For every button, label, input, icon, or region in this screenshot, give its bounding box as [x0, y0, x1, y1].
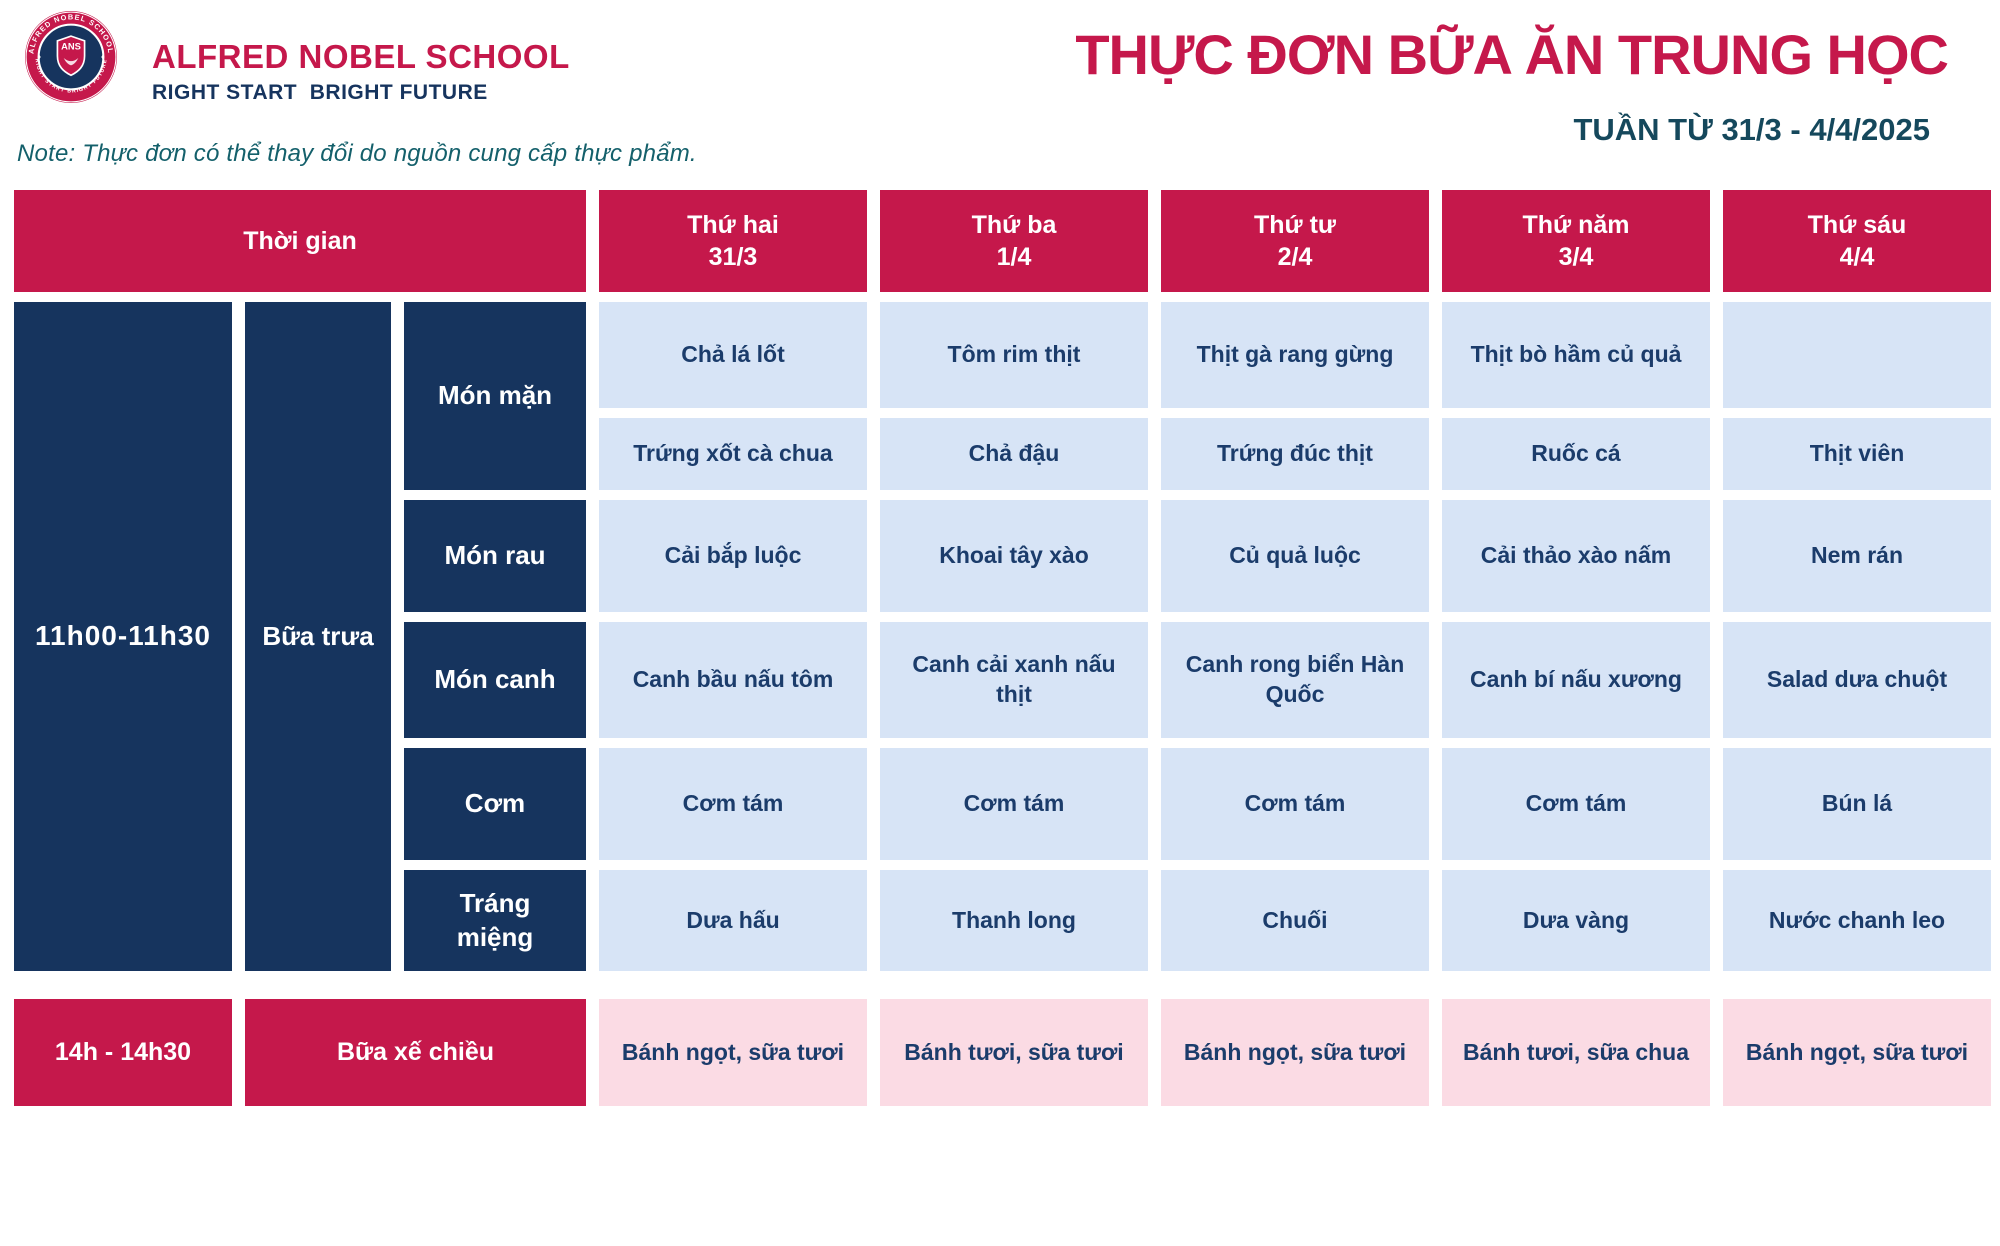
lunch-meal-label: Bữa trưa [245, 302, 391, 971]
menu-cell: Nem rán [1723, 500, 1991, 612]
menu-cell: Cải thảo xào nấm [1442, 500, 1710, 612]
day-label: Thứ tư [1253, 210, 1337, 239]
menu-cell: Bánh ngọt, sữa tươi [599, 999, 867, 1106]
note-text: Note: Thực đơn có thể thay đổi do nguồn … [17, 140, 697, 167]
page-title: THỰC ĐƠN BỮA ĂN TRUNG HỌC [1075, 23, 1949, 86]
day-date: 4/4 [1839, 243, 1875, 271]
day-label: Thứ sáu [1807, 210, 1907, 239]
menu-cell: Canh cải xanh nấu thịt [880, 622, 1148, 738]
category-mon-man: Món mặn [404, 302, 586, 490]
menu-cell: Cơm tám [1161, 748, 1429, 860]
menu-cell: Bánh tươi, sữa chua [1442, 999, 1710, 1106]
day-label: Thứ ba [971, 210, 1057, 239]
menu-cell: Dưa hấu [599, 870, 867, 971]
school-logo-icon: ALFRED NOBEL SCHOOL RIGHT START BRIGHT F… [25, 11, 117, 103]
menu-cell: Cơm tám [880, 748, 1148, 860]
menu-cell: Tôm rim thịt [880, 302, 1148, 408]
school-slogan: RIGHT START BRIGHT FUTURE [152, 81, 488, 104]
menu-cell: Canh bầu nấu tôm [599, 622, 867, 738]
day-label: Thứ năm [1522, 210, 1630, 239]
day-date: 2/4 [1277, 243, 1313, 271]
day-date: 31/3 [708, 243, 758, 271]
header-time: Thời gian [14, 190, 586, 292]
menu-cell: Nước chanh leo [1723, 870, 1991, 971]
menu-cell: Trứng đúc thịt [1161, 418, 1429, 490]
menu-cell: Cơm tám [599, 748, 867, 860]
menu-cell: Ruốc cá [1442, 418, 1710, 490]
menu-cell: Thanh long [880, 870, 1148, 971]
menu-cell: Chả lá lốt [599, 302, 867, 408]
menu-cell: Canh bí nấu xương [1442, 622, 1710, 738]
menu-cell: Bánh tươi, sữa tươi [880, 999, 1148, 1106]
category-mon-canh: Món canh [404, 622, 586, 738]
category-mon-rau: Món rau [404, 500, 586, 612]
day-label: Thứ hai [687, 210, 779, 239]
menu-cell: Trứng xốt cà chua [599, 418, 867, 490]
week-subtitle: TUẦN TỪ 31/3 - 4/4/2025 [1573, 112, 1930, 147]
header-day-friday: Thứ sáu 4/4 [1723, 190, 1991, 292]
menu-cell: Chuối [1161, 870, 1429, 971]
header-day-wednesday: Thứ tư 2/4 [1161, 190, 1429, 292]
menu-cell-empty [1723, 302, 1991, 408]
category-com: Cơm [404, 748, 586, 860]
menu-cell: Thịt gà rang gừng [1161, 302, 1429, 408]
brand-text: ALFRED NOBEL SCHOOL RIGHT START BRIGHT F… [152, 40, 570, 103]
afternoon-meal-label: Bữa xế chiều [245, 999, 586, 1106]
menu-cell: Bánh ngọt, sữa tươi [1723, 999, 1991, 1106]
header-day-monday: Thứ hai 31/3 [599, 190, 867, 292]
logo-badge-text: ANS [61, 41, 81, 52]
menu-table: Thời gian Thứ hai 31/3 Thứ ba 1/4 Thứ tư… [14, 190, 1991, 1106]
menu-cell: Cơm tám [1442, 748, 1710, 860]
menu-cell: Dưa vàng [1442, 870, 1710, 971]
menu-cell: Canh rong biển Hàn Quốc [1161, 622, 1429, 738]
afternoon-time: 14h - 14h30 [14, 999, 232, 1106]
header-day-tuesday: Thứ ba 1/4 [880, 190, 1148, 292]
day-date: 1/4 [996, 243, 1032, 271]
logo-shield [56, 35, 86, 77]
menu-cell: Cải bắp luộc [599, 500, 867, 612]
lunch-time: 11h00-11h30 [14, 302, 232, 971]
menu-cell: Củ quả luộc [1161, 500, 1429, 612]
menu-cell: Chả đậu [880, 418, 1148, 490]
header-day-thursday: Thứ năm 3/4 [1442, 190, 1710, 292]
menu-cell: Thịt viên [1723, 418, 1991, 490]
menu-cell: Bún lá [1723, 748, 1991, 860]
day-date: 3/4 [1558, 243, 1594, 271]
category-trang-mieng: Tráng miệng [404, 870, 586, 971]
school-name: ALFRED NOBEL SCHOOL [152, 38, 570, 75]
menu-cell: Bánh ngọt, sữa tươi [1161, 999, 1429, 1106]
menu-cell: Salad dưa chuột [1723, 622, 1991, 738]
menu-cell: Khoai tây xào [880, 500, 1148, 612]
menu-cell: Thịt bò hầm củ quả [1442, 302, 1710, 408]
